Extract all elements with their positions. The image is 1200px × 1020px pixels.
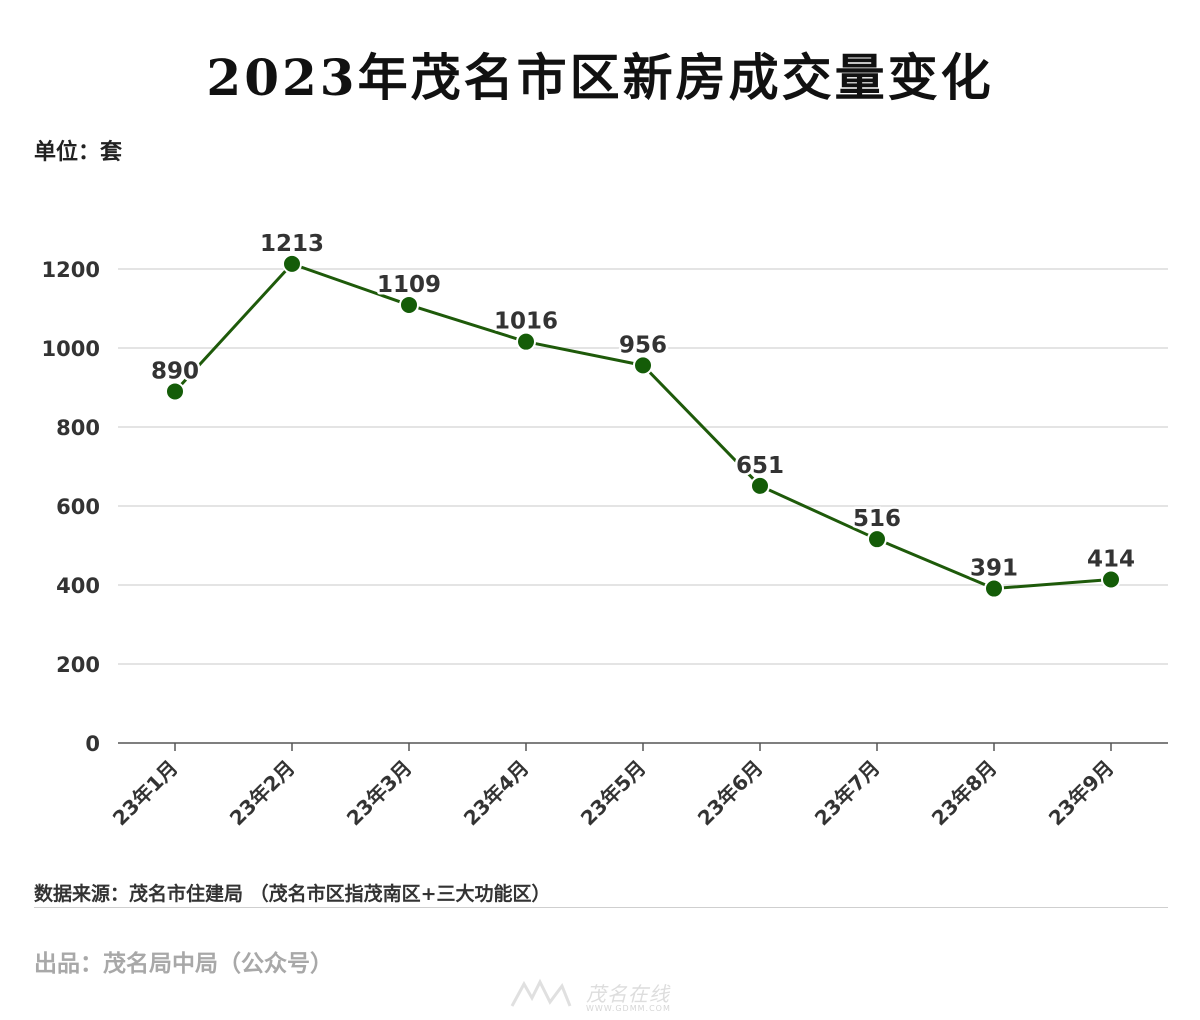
data-point (516, 331, 536, 352)
y-tick-label: 1200 (42, 258, 100, 282)
data-label: 1213 (260, 231, 324, 257)
data-markers (165, 253, 1121, 599)
x-tick-label: 23年6月 (693, 756, 768, 831)
data-label: 516 (853, 506, 901, 532)
data-label-halo: 956 (619, 332, 667, 358)
chart-title: 2023年茂名市区新房成交量变化 (206, 48, 994, 107)
data-label-halo: 391 (970, 556, 1018, 582)
x-tick-label: 23年4月 (459, 756, 534, 831)
watermark: 茂名在线 WWW.GDMM.COM (506, 976, 706, 1016)
y-tick-label: 600 (56, 495, 100, 519)
data-point (633, 355, 653, 376)
watermark-logo-icon (510, 978, 572, 1007)
watermark-name: 茂名在线 (586, 982, 670, 1006)
y-tick-label: 200 (56, 653, 100, 677)
data-source-note: 数据来源：茂名市住建局 （茂名市区指茂南区+三大功能区） (34, 883, 551, 905)
data-label-halo: 1016 (494, 309, 558, 335)
gridlines (118, 268, 1168, 665)
x-tick-label: 23年3月 (342, 756, 417, 831)
x-axis-ticks: 23年1月 23年2月 23年3月 23年4月 23年5月 23年6月 23年7月 23年8月… (108, 743, 1119, 830)
data-label-halo: 651 (736, 453, 784, 479)
x-tick-label: 23年2月 (225, 756, 300, 831)
series-polyline (173, 262, 1112, 591)
data-label-halo: 890 (151, 358, 199, 384)
y-axis-ticks: 0 200 400 600 800 1000 1200 (42, 258, 100, 756)
data-point (165, 381, 185, 402)
data-label: 651 (736, 453, 784, 479)
data-label-halo: 414 (1087, 546, 1135, 572)
data-labels: 8908901213121311091109101610169569566516… (148, 228, 1137, 584)
data-point (1101, 569, 1121, 590)
x-tick-label: 23年7月 (810, 756, 885, 831)
y-tick-label: 800 (56, 416, 100, 440)
producer-credit: 出品：茂名局中局（公众号） (34, 951, 333, 977)
data-label: 890 (151, 358, 199, 384)
data-label: 1016 (494, 309, 558, 335)
data-label-halo: 1213 (260, 231, 324, 257)
data-label: 956 (619, 332, 667, 358)
watermark-url: WWW.GDMM.COM (586, 1004, 671, 1013)
y-tick-label: 400 (56, 574, 100, 598)
data-point (867, 529, 887, 550)
data-label-halo: 1109 (377, 272, 441, 298)
x-tick-label: 23年9月 (1044, 756, 1119, 831)
x-tick-label: 23年8月 (927, 756, 1002, 831)
y-tick-label: 1000 (42, 337, 100, 361)
data-label: 391 (970, 556, 1018, 582)
x-tick-label: 23年5月 (576, 756, 651, 831)
data-label: 1109 (377, 272, 441, 298)
unit-label: 单位：套 (34, 140, 123, 165)
data-label-halo: 516 (853, 506, 901, 532)
footer-divider (34, 907, 1168, 908)
x-tick-label: 23年1月 (108, 756, 183, 831)
data-point (399, 294, 419, 315)
data-point (984, 578, 1004, 599)
data-point (750, 475, 770, 496)
series-line (173, 262, 1112, 591)
data-label: 414 (1087, 546, 1135, 572)
y-tick-label: 0 (85, 732, 100, 756)
data-point (282, 253, 302, 274)
